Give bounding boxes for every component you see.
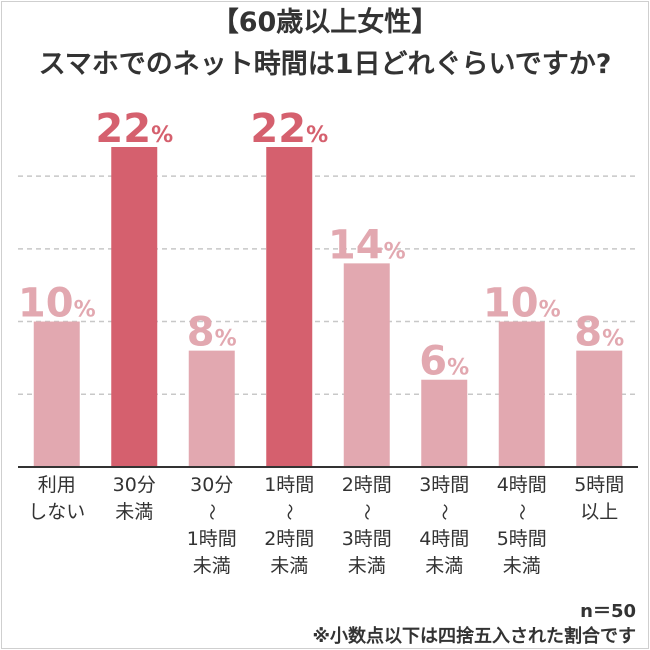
category-label: 〜 <box>511 504 531 521</box>
bar <box>266 147 313 467</box>
category-label: 未満 <box>503 555 541 577</box>
data-label: 6% <box>419 339 469 385</box>
data-label: 10% <box>483 281 561 327</box>
data-label-unit: % <box>215 327 237 352</box>
category-label: 未満 <box>115 501 153 523</box>
data-label: 10% <box>18 281 96 327</box>
category-label: 1時間 <box>187 528 237 550</box>
data-label-unit: % <box>306 123 328 148</box>
sample-size: n＝50 <box>580 601 636 622</box>
category-label: 未満 <box>425 555 463 577</box>
category-label: 〜 <box>278 504 298 521</box>
data-label: 14% <box>328 222 406 268</box>
data-label-value: 8 <box>574 310 602 356</box>
bar <box>421 379 468 467</box>
category-label: 〜 <box>201 504 221 521</box>
category-label: 5時間 <box>574 474 624 496</box>
data-label-value: 14 <box>328 222 384 268</box>
category-label: 4時間 <box>497 474 547 496</box>
chart-title-line-2: スマホでのネット時間は1日どれぐらいですか? <box>38 49 612 80</box>
data-label: 8% <box>187 310 237 356</box>
data-label-unit: % <box>447 356 469 381</box>
data-label-unit: % <box>602 327 624 352</box>
category-label: 4時間 <box>419 528 469 550</box>
category-label: 2時間 <box>342 474 392 496</box>
bar <box>576 350 623 467</box>
category-label: 30分 <box>190 474 233 496</box>
category-label: 〜 <box>433 504 453 521</box>
footnote: ※小数点以下は四捨五入された割合です <box>312 626 637 647</box>
data-label-value: 8 <box>187 310 215 356</box>
category-label: 3時間 <box>342 528 392 550</box>
category-label: しない <box>28 501 85 523</box>
data-label: 22% <box>250 106 328 152</box>
data-label: 8% <box>574 310 624 356</box>
category-label: 2時間 <box>264 528 314 550</box>
bar <box>33 321 80 467</box>
data-label: 22% <box>95 106 173 152</box>
category-label: 3時間 <box>419 474 469 496</box>
data-label-value: 6 <box>419 339 447 385</box>
data-label-unit: % <box>151 123 173 148</box>
category-label: 〜 <box>356 504 376 521</box>
data-label-value: 22 <box>95 106 151 152</box>
bar <box>498 321 545 467</box>
data-label-value: 22 <box>250 106 306 152</box>
category-label: 未満 <box>270 555 308 577</box>
chart-title-line-1: 【60歳以上女性】 <box>211 7 439 38</box>
bar <box>188 350 235 467</box>
category-label: 5時間 <box>497 528 547 550</box>
data-label-value: 10 <box>18 281 74 327</box>
data-label-value: 10 <box>483 281 539 327</box>
category-label: 未満 <box>348 555 386 577</box>
category-label: 1時間 <box>264 474 314 496</box>
bar <box>111 147 158 467</box>
category-label: 利用 <box>38 474 76 496</box>
category-label: 以上 <box>580 501 618 523</box>
category-label: 30分 <box>113 474 156 496</box>
bar <box>343 263 390 467</box>
data-label-unit: % <box>539 298 561 323</box>
data-label-unit: % <box>74 298 96 323</box>
category-label: 未満 <box>193 555 231 577</box>
data-label-unit: % <box>384 239 406 264</box>
